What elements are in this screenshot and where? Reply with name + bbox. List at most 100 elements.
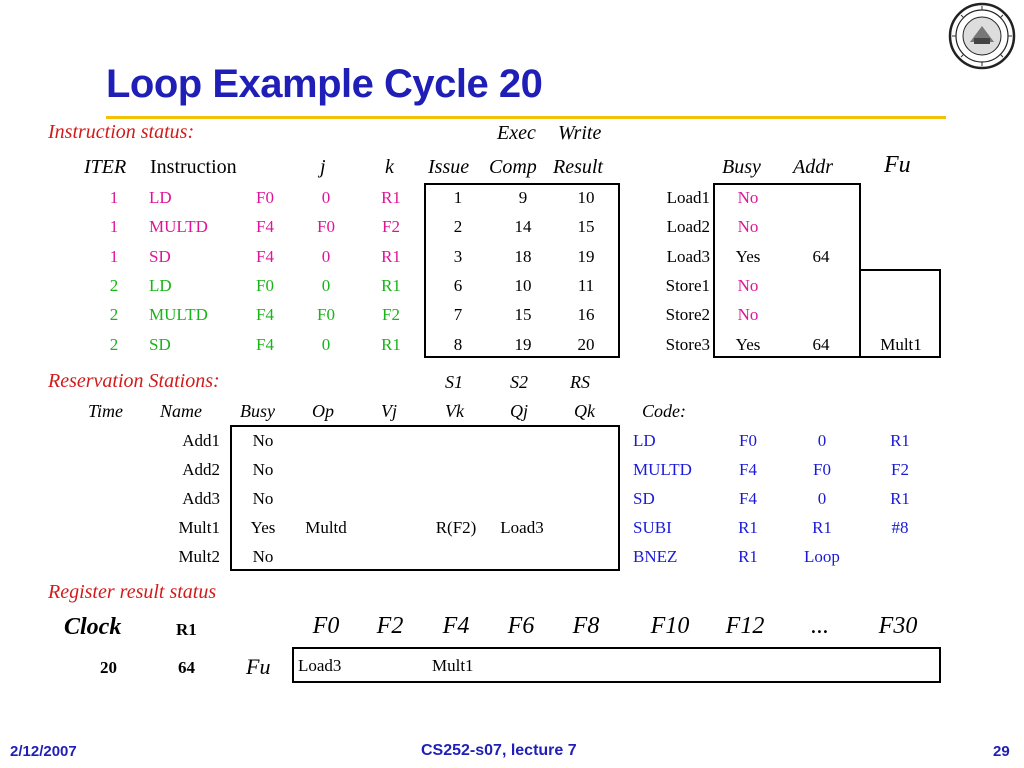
rs-name-cell: Add2 [182,460,220,479]
code-arg3-cell: F2 [891,460,909,479]
code-op-cell: BNEZ [633,547,678,566]
result-cell: 15 [577,217,595,237]
op-cell: MULTD [149,217,208,237]
comp-cell: 9 [518,188,528,207]
register-value-cell: Mult1 [432,656,474,675]
result-cell: 16 [577,305,595,325]
iter-cell: 2 [109,334,119,354]
buffer-busy-cell: No [737,188,759,207]
buffer-name-cell: Store1 [665,275,710,295]
buffer-fu-cell: Mult1 [880,334,922,354]
comp-cell: 14 [514,217,532,237]
code-arg1-cell: F0 [739,431,757,450]
rs-name-cell: Add1 [182,431,220,450]
busy-header: Busy [722,156,761,178]
addr-header: Addr [793,156,833,178]
qk-header: Qk [574,401,595,421]
issue-header: Issue [428,156,470,178]
buffer-addr-cell: 64 [812,246,830,266]
j-header: j [320,156,326,178]
register-header: F12 [725,613,765,639]
dest-cell: F4 [256,305,274,325]
code-op-cell: LD [633,431,656,450]
buffer-busy-cell: Yes [735,334,761,354]
issue-cell: 3 [453,246,463,266]
register-result-status-label: Register result status [48,581,217,603]
buffer-name-cell: Load1 [666,188,710,207]
k-cell: R1 [381,246,401,266]
rs-busy-cell: No [252,431,274,450]
issue-cell: 8 [453,334,463,354]
code-header: Code: [642,401,686,421]
rs-name-cell: Mult1 [178,518,220,537]
result-header: Result [553,156,603,178]
code-arg2-cell: Loop [804,547,840,566]
fu-row-label: Fu [246,654,271,679]
issue-cell: 7 [453,305,463,325]
k-cell: F2 [382,217,400,237]
register-header: F6 [507,613,535,639]
comp-cell: 19 [514,334,532,354]
s2-header: S2 [510,372,528,392]
r1-header: R1 [176,620,197,639]
rs-name-cell: Add3 [182,489,220,508]
university-seal-logo [948,2,1016,70]
rs-busy-cell: No [252,547,274,566]
instruction-status-label: Instruction status: [48,121,195,143]
code-op-cell: SD [633,489,655,508]
write-header: Write [558,122,602,144]
op-header: Op [312,401,334,421]
iter-cell: 1 [109,188,119,207]
code-arg1-cell: R1 [738,547,758,566]
footer-date: 2/12/2007 [10,743,77,760]
buffer-busy-cell: No [737,217,759,237]
j-cell: 0 [321,188,331,207]
register-header: F8 [572,613,600,639]
j-cell: 0 [321,246,331,266]
comp-header: Comp [489,156,537,178]
vj-header: Vj [381,401,397,421]
comp-cell: 15 [514,305,532,325]
footer-page-number: 29 [993,743,1010,760]
register-header: F30 [878,613,918,639]
iter-cell: 2 [109,275,119,295]
vk-header: Vk [445,401,464,421]
code-op-cell: SUBI [633,518,672,537]
footer-course: CS252-s07, lecture 7 [421,742,577,759]
buffer-name-cell: Load2 [666,217,710,237]
k-cell: R1 [381,275,401,295]
comp-cell: 10 [514,275,532,295]
iter-cell: 1 [109,246,119,266]
fu-header: Fu [884,152,911,178]
j-cell: F0 [317,305,335,325]
code-arg2-cell: F0 [813,460,831,479]
rs-busy-cell: No [252,460,274,479]
buffer-busy-cell: Yes [735,246,761,266]
clock-header: Clock [64,614,122,640]
k-cell: R1 [381,334,401,354]
k-cell: F2 [382,305,400,325]
result-cell: 20 [577,334,595,354]
register-value-cell: Load3 [298,656,342,675]
rs-op-cell: Multd [305,518,347,537]
name-header: Name [160,401,202,421]
op-cell: LD [149,188,172,207]
buffer-busy-cell: No [737,275,759,295]
register-result-box [292,647,941,683]
instruction-header: Instruction [150,156,237,178]
exec-header: Exec [497,122,536,144]
buffer-busy-addr-box [713,183,861,358]
op-cell: MULTD [149,305,208,325]
clock-value: 20 [100,658,117,677]
dest-cell: F4 [256,334,274,354]
instruction-timing-box [424,183,620,358]
code-arg2-cell: 0 [817,489,827,508]
buffer-name-cell: Store3 [665,334,710,354]
issue-cell: 2 [453,217,463,237]
result-cell: 19 [577,246,595,266]
reservation-stations-box [230,425,620,571]
register-header: F10 [650,613,690,639]
buffer-name-cell: Store2 [665,305,710,325]
rs-name-cell: Mult2 [178,547,220,566]
dest-cell: F4 [256,217,274,237]
